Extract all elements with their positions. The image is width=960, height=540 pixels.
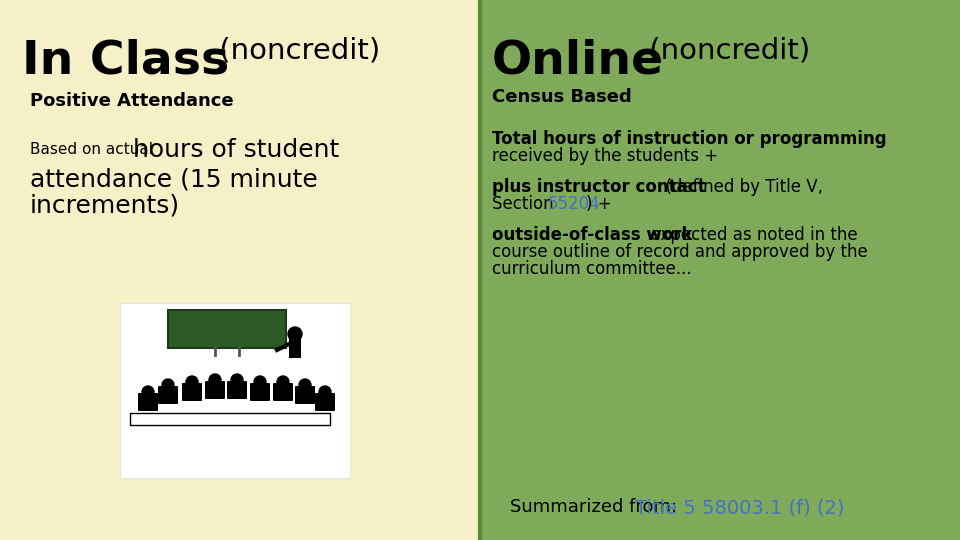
Text: Online: Online — [492, 38, 664, 83]
Circle shape — [162, 379, 174, 391]
FancyBboxPatch shape — [295, 386, 315, 404]
Text: curriculum committee...: curriculum committee... — [492, 260, 691, 278]
Circle shape — [254, 376, 266, 388]
Circle shape — [209, 374, 221, 386]
Text: received by the students +: received by the students + — [492, 147, 718, 165]
Circle shape — [319, 386, 331, 398]
FancyBboxPatch shape — [120, 303, 350, 478]
Text: Positive Attendance: Positive Attendance — [30, 92, 233, 110]
FancyBboxPatch shape — [138, 393, 158, 411]
Text: attendance (15 minute: attendance (15 minute — [30, 168, 318, 192]
Text: plus instructor contact: plus instructor contact — [492, 178, 706, 196]
FancyBboxPatch shape — [315, 393, 335, 411]
Text: (noncredit): (noncredit) — [210, 36, 380, 64]
Text: Summarized from:: Summarized from: — [510, 498, 683, 516]
Text: ) +: ) + — [586, 195, 612, 213]
Text: (noncredit): (noncredit) — [640, 36, 810, 64]
FancyBboxPatch shape — [480, 0, 960, 540]
Text: course outline of record and approved by the: course outline of record and approved by… — [492, 243, 868, 261]
Text: Section: Section — [492, 195, 559, 213]
FancyBboxPatch shape — [227, 381, 247, 399]
FancyBboxPatch shape — [273, 383, 293, 401]
Text: Total hours of instruction or programming: Total hours of instruction or programmin… — [492, 130, 887, 148]
FancyBboxPatch shape — [130, 413, 330, 425]
FancyBboxPatch shape — [250, 383, 270, 401]
Circle shape — [186, 376, 198, 388]
Circle shape — [231, 374, 243, 386]
Text: In Class: In Class — [22, 38, 229, 83]
Text: Title 5 58003.1 (f) (2): Title 5 58003.1 (f) (2) — [635, 498, 845, 517]
Text: hours of student: hours of student — [133, 138, 339, 162]
Text: outside-of-class work: outside-of-class work — [492, 226, 692, 244]
Circle shape — [142, 386, 154, 398]
FancyBboxPatch shape — [158, 386, 178, 404]
FancyBboxPatch shape — [182, 383, 202, 401]
FancyBboxPatch shape — [289, 338, 301, 358]
Text: increments): increments) — [30, 194, 180, 218]
Circle shape — [277, 376, 289, 388]
FancyBboxPatch shape — [168, 310, 286, 348]
FancyBboxPatch shape — [0, 0, 480, 540]
Text: Based on actual: Based on actual — [30, 142, 157, 157]
Text: (defined by Title V,: (defined by Title V, — [655, 178, 823, 196]
Circle shape — [299, 379, 311, 391]
Text: Census Based: Census Based — [492, 88, 632, 106]
Text: 55204: 55204 — [548, 195, 601, 213]
Circle shape — [288, 327, 302, 341]
FancyBboxPatch shape — [205, 381, 225, 399]
Text: expected as noted in the: expected as noted in the — [640, 226, 857, 244]
